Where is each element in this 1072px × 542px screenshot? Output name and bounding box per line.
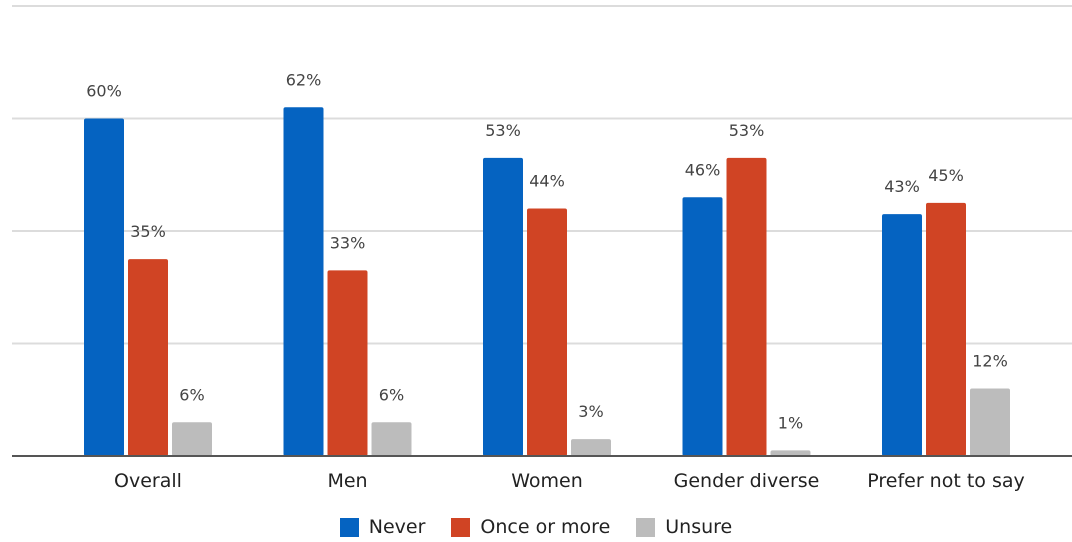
legend-swatch [636,517,656,537]
x-tick-label: Women [511,470,583,492]
x-tick-label: Prefer not to say [867,470,1025,492]
data-label: 53% [729,121,765,140]
data-label: 12% [972,352,1008,371]
x-tick-label: Overall [114,470,182,492]
x-tick-labels: Overall Men Women Gender diverse Prefer not … [114,470,1025,492]
bar-unsure [571,439,611,456]
x-tick-label: Men [327,470,367,492]
bar-once-or-more [726,157,767,456]
legend-label: Once or more [480,516,611,538]
data-label: 60% [86,82,122,101]
data-label: 6% [179,385,204,404]
legend-swatch [339,517,359,537]
legend: Never Once or more Unsure [0,512,1072,542]
data-label: 53% [485,121,521,140]
data-label: 33% [330,233,366,252]
legend-item: Never [339,516,426,538]
bar-unsure [172,422,212,456]
bar-unsure [970,388,1010,456]
data-label: 62% [286,70,322,89]
data-label: 3% [578,402,603,421]
data-label: 35% [130,222,166,241]
bar-chart: 60% 35% 6% 62% 33% 6% 53% 44% 3% 46% 53% 1% 43% 45% 12… [12,5,1072,492]
x-tick-label: Gender diverse [674,470,820,492]
bar-unsure [371,422,412,456]
bar-never [882,214,922,456]
data-label: 6% [379,385,404,404]
data-labels: 60% 35% 6% 62% 33% 6% 53% 44% 3% 46% 53% 1% 43% 45% 12… [86,70,1008,432]
bar-unsure [770,450,811,456]
data-label: 46% [685,160,721,179]
bar-never [483,157,523,456]
bar-once-or-more [926,202,966,456]
legend-swatch [451,517,471,537]
data-label: 44% [529,172,565,191]
legend-item: Unsure [636,516,732,538]
data-label: 43% [884,177,920,196]
bar-once-or-more [327,270,368,456]
bar-never [283,107,324,456]
legend-label: Never [368,516,426,538]
data-label: 45% [928,166,964,185]
legend-label: Unsure [665,516,733,538]
bar-never [84,118,124,456]
bar-never [682,197,723,456]
data-label: 1% [778,413,803,432]
bar-once-or-more [128,259,168,456]
legend-item: Once or more [451,516,610,538]
bar-marks [84,107,1010,456]
bar-once-or-more [527,208,567,456]
